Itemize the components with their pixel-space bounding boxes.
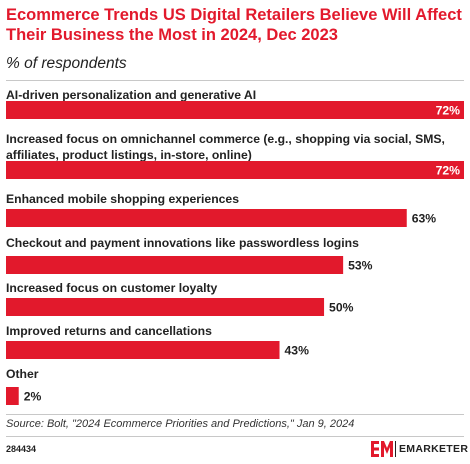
chart-title: Ecommerce Trends US Digital Retailers Be…: [6, 6, 462, 44]
category-label: Increased focus on omnichannel commerce …: [6, 132, 445, 146]
category-label: Increased focus on customer loyalty: [6, 281, 218, 295]
bar-chart: AI-driven personalization and generative…: [6, 88, 464, 405]
value-label: 50%: [329, 301, 354, 315]
bar: [6, 161, 464, 179]
bar: [6, 256, 344, 274]
footer-divider: [6, 436, 464, 437]
logo-separator: [395, 441, 396, 457]
value-label: 43%: [285, 344, 310, 358]
category-label: Improved returns and cancellations: [6, 324, 212, 338]
brand-name: EMARKETER: [399, 443, 469, 455]
bottom-divider: [6, 414, 464, 415]
bar: [6, 101, 464, 119]
category-label: AI-driven personalization and generative…: [6, 88, 256, 102]
bar: [6, 387, 19, 405]
chart-subtitle: % of respondents: [6, 55, 127, 72]
category-label: affiliates, product listings, in-store, …: [6, 148, 252, 162]
top-divider: [6, 80, 464, 81]
value-label: 53%: [348, 259, 373, 273]
value-label: 2%: [24, 390, 42, 404]
emarketer-logo-icon: [371, 441, 393, 457]
value-label: 72%: [436, 164, 461, 178]
bar: [6, 209, 407, 227]
category-label: Checkout and payment innovations like pa…: [6, 236, 359, 250]
category-label: Enhanced mobile shopping experiences: [6, 192, 239, 206]
value-label: 63%: [412, 212, 437, 226]
bar: [6, 298, 325, 316]
source-note: Source: Bolt, "2024 Ecommerce Priorities…: [6, 418, 355, 430]
value-label: 72%: [436, 104, 461, 118]
bar: [6, 341, 280, 359]
chart-id: 284434: [6, 444, 37, 454]
category-label: Other: [6, 367, 39, 381]
